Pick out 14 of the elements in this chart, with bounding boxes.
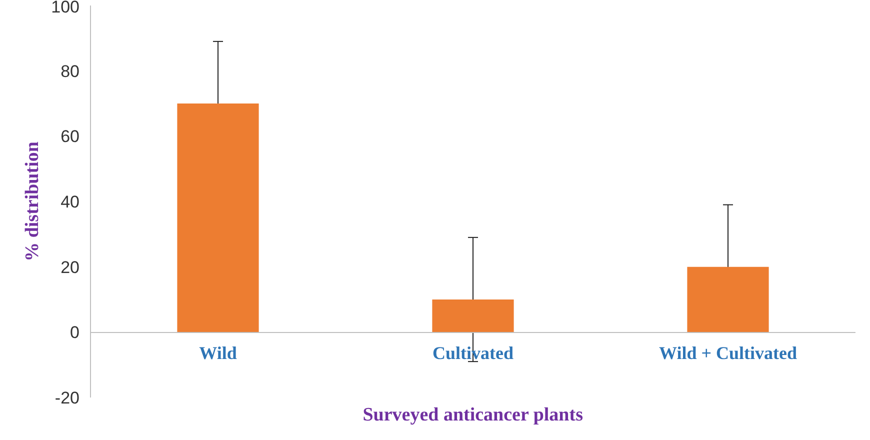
x-tick-label: Wild + Cultivated xyxy=(659,343,797,364)
bar xyxy=(432,300,514,332)
y-tick-label: -20 xyxy=(54,388,80,408)
bar xyxy=(177,104,259,332)
y-axis-title: % distribution xyxy=(22,141,44,262)
y-tick-label: 20 xyxy=(60,258,80,277)
y-tick-label: 100 xyxy=(51,0,80,16)
bar xyxy=(687,266,769,332)
y-tick-label: 0 xyxy=(70,323,80,342)
x-axis-title: Surveyed anticancer plants xyxy=(362,404,583,426)
y-tick-label: 40 xyxy=(60,192,80,212)
x-tick-label: Wild xyxy=(199,343,237,364)
y-tick-label: 80 xyxy=(60,62,80,81)
y-tick-label: 60 xyxy=(60,127,80,146)
